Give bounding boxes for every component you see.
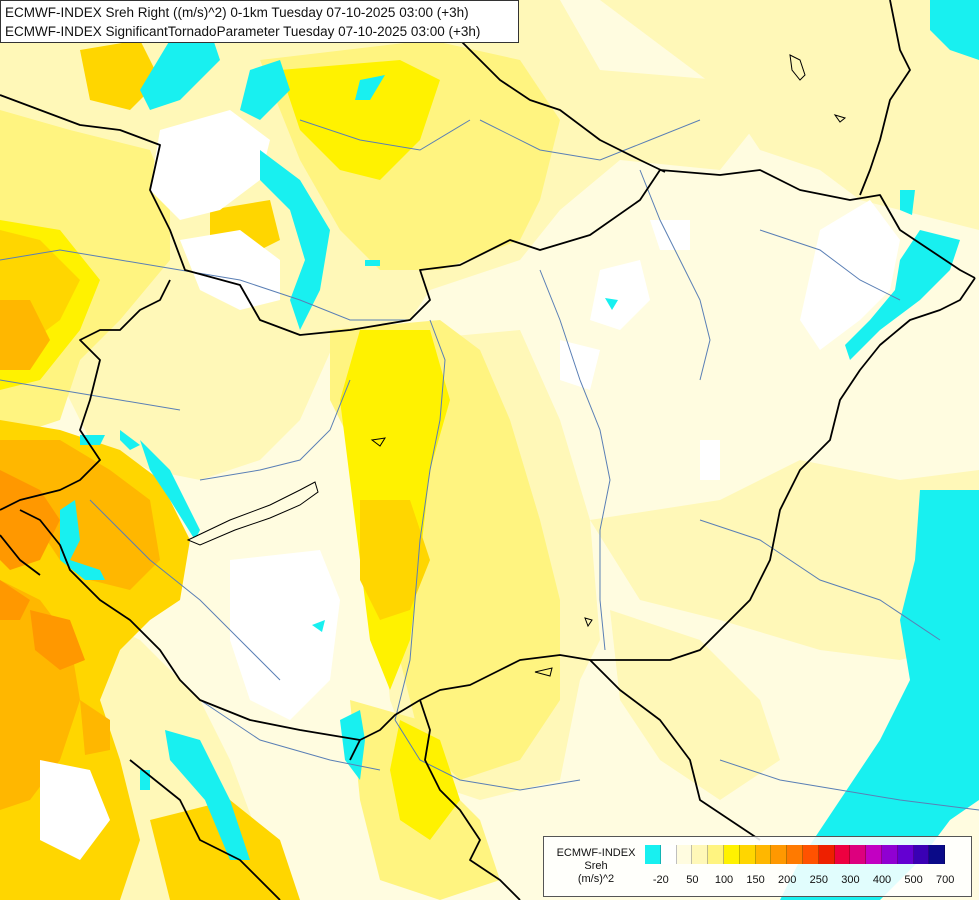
legend-swatch-14 [866,845,882,864]
legend-tick-label: 400 [872,874,892,886]
legend-swatch-5 [723,845,740,864]
sreh-field-cyan [60,0,979,900]
legend-swatch-7 [755,845,772,864]
legend-swatch-18 [929,845,946,864]
legend-swatch-1 [660,845,677,864]
legend-tick-label: 500 [904,874,923,886]
legend-tick-label: 100 [714,874,734,886]
legend-swatch-11 [818,845,835,864]
legend-swatch-9 [787,845,803,864]
legend-swatch-3 [692,845,709,864]
legend-tick-label: 50 [686,874,699,886]
legend-swatch-8 [771,845,788,864]
legend-swatch-4 [708,845,724,864]
legend-tick-label: 150 [746,874,765,886]
legend-tick-label: 200 [778,874,797,886]
legend-swatch-13 [850,845,867,864]
sreh-field-orange [0,300,160,810]
sreh-field-dark-orange [0,470,85,670]
small-lakes [370,54,847,677]
lake-balaton [186,481,319,546]
legend-title-line1: ECMWF-INDEX [556,847,636,859]
sreh-field-white [40,110,900,860]
legend-title-line3: (m/s)^2 [577,873,615,885]
legend-swatch-15 [881,845,898,864]
legend-title-line2: Sreh [584,860,608,872]
legend-swatch-6 [739,845,756,864]
legend-tick-label: -20 [652,874,669,886]
legend-swatch-12 [834,845,851,864]
legend-swatches [645,845,946,864]
legend-tick-label: 300 [841,874,860,886]
title-line-sreh: ECMWF-INDEX Sreh Right ((m/s)^2) 0-1km T… [5,5,469,20]
rivers [0,119,979,811]
legend-swatch-10 [802,845,819,864]
map-title-box: ECMWF-INDEX Sreh Right ((m/s)^2) 0-1km T… [0,0,519,43]
legend-title: ECMWF-INDEX Sreh (m/s)^2 [550,847,642,886]
legend-ticks: -20 50 100 150 200 250 300 400 500 700 [645,874,965,888]
legend-swatch-2 [676,845,693,864]
legend-tick-label: 700 [936,874,955,886]
legend-swatch-16 [897,845,914,864]
legend-swatch-0 [645,845,661,864]
title-line-stp: ECMWF-INDEX SignificantTornadoParameter … [5,24,481,39]
legend-swatch-17 [913,845,930,864]
color-legend: ECMWF-INDEX Sreh (m/s)^2 -20 50 100 150 200 2… [543,836,972,897]
legend-tick-label: 250 [809,874,828,886]
